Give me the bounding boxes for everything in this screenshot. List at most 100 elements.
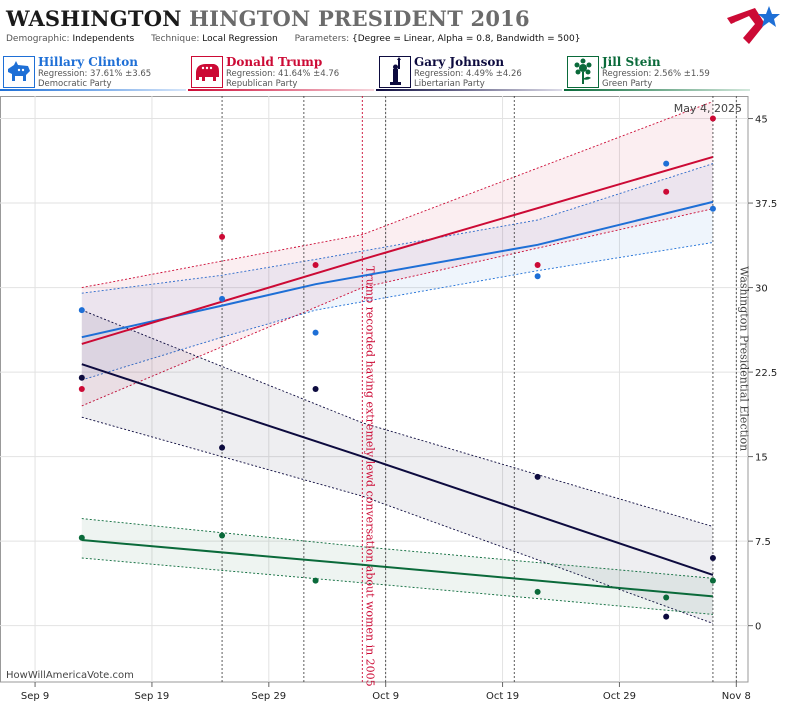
poll-point bbox=[663, 594, 670, 601]
candidate-name: Jill Stein bbox=[602, 55, 661, 69]
candidate-party: Democratic Party bbox=[38, 79, 112, 89]
chart-grid bbox=[0, 96, 749, 683]
title-main: WASHINGTON bbox=[6, 6, 182, 31]
lower-bound-line bbox=[81, 242, 713, 381]
regression-line bbox=[81, 363, 714, 576]
candidate-color-bar bbox=[564, 89, 750, 91]
title-secondary: HINGTON PRESIDENT 2016 bbox=[189, 6, 530, 31]
star-logo-icon[interactable] bbox=[725, 4, 781, 48]
candidate-card-stein[interactable]: Jill Stein Regression: 2.56% ±1.59 Green… bbox=[564, 53, 750, 91]
watermark-text: HowWillAmericaVote.com bbox=[6, 670, 134, 681]
poll-point bbox=[78, 534, 85, 541]
upper-bound-line bbox=[81, 163, 714, 294]
poll-point bbox=[78, 374, 85, 381]
x-tick-label: Oct 29 bbox=[603, 691, 636, 702]
x-tick-label: Sep 19 bbox=[135, 691, 170, 702]
y-tick-label: 0 bbox=[755, 622, 761, 633]
poll-point bbox=[709, 555, 716, 562]
poll-point bbox=[219, 295, 226, 302]
poll-points bbox=[78, 115, 716, 620]
donkey-icon bbox=[3, 56, 35, 88]
y-tick-label: 37.5 bbox=[755, 199, 777, 210]
poll-point bbox=[219, 233, 226, 240]
candidate-card-johnson[interactable]: Gary Johnson Regression: 4.49% ±4.26 Lib… bbox=[376, 53, 562, 91]
poll-point bbox=[219, 444, 226, 451]
x-tick-label: Sep 9 bbox=[21, 691, 49, 702]
poll-point bbox=[312, 577, 319, 584]
regression-lines bbox=[81, 155, 714, 598]
poll-chart: Trump recorded having extremely lewd con… bbox=[0, 96, 789, 704]
confidence-band bbox=[81, 310, 713, 624]
x-tick-label: Nov 8 bbox=[722, 691, 751, 702]
candidate-party: Libertarian Party bbox=[414, 79, 485, 89]
candidate-color-bar bbox=[188, 89, 374, 91]
regression-line bbox=[81, 539, 713, 598]
poll-point bbox=[709, 577, 716, 584]
candidate-legend: Hillary Clinton Regression: 37.61% ±3.65… bbox=[0, 53, 789, 93]
poll-point bbox=[312, 262, 319, 269]
y-tick-label: 22.5 bbox=[755, 368, 777, 379]
y-tick-label: 45 bbox=[755, 115, 768, 126]
candidate-card-trump[interactable]: Donald Trump Regression: 41.64% ±4.76 Re… bbox=[188, 53, 374, 91]
candidate-regression: Regression: 37.61% ±3.65 bbox=[38, 69, 152, 79]
poll-point bbox=[663, 188, 670, 195]
lower-bound-line bbox=[81, 208, 713, 407]
param-key: Parameters: bbox=[294, 34, 350, 44]
sunflower-icon bbox=[567, 56, 599, 88]
liberty-statue-icon bbox=[379, 56, 411, 88]
lower-bound-line bbox=[81, 557, 713, 615]
x-tick-label: Oct 9 bbox=[372, 691, 399, 702]
candidate-regression: Regression: 41.64% ±4.76 bbox=[226, 69, 340, 79]
regression-line bbox=[81, 155, 714, 345]
parameters-line: Demographic: Independents Technique: Loc… bbox=[6, 34, 594, 44]
poll-point bbox=[534, 588, 541, 595]
y-axis-ticks: 0 7.5 15 22.5 30 37.5 45 bbox=[748, 115, 777, 633]
y-tick-label: 30 bbox=[755, 284, 768, 295]
poll-point bbox=[219, 532, 226, 539]
y-tick-label: 15 bbox=[755, 453, 768, 464]
page-title: WASHINGTON HINGTON PRESIDENT 2016 bbox=[6, 6, 530, 31]
candidate-color-bar bbox=[0, 89, 186, 91]
param-value: {Degree = Linear, Alpha = 0.8, Bandwidth… bbox=[352, 34, 581, 44]
elephant-icon bbox=[191, 56, 223, 88]
candidate-regression: Regression: 2.56% ±1.59 bbox=[602, 69, 710, 79]
plot-frame bbox=[0, 96, 749, 683]
upper-bound-line bbox=[81, 518, 713, 579]
candidate-name: Gary Johnson bbox=[414, 55, 505, 69]
confidence-band bbox=[81, 163, 713, 380]
lower-bound-line bbox=[81, 416, 714, 624]
upper-bound-line bbox=[81, 309, 714, 527]
poll-point bbox=[78, 386, 85, 392]
poll-point bbox=[312, 386, 319, 392]
poll-point bbox=[709, 115, 716, 122]
confidence-bands bbox=[81, 101, 714, 624]
poll-point bbox=[663, 613, 670, 620]
candidate-card-clinton[interactable]: Hillary Clinton Regression: 37.61% ±3.65… bbox=[0, 53, 186, 91]
poll-point bbox=[312, 329, 319, 336]
candidate-regression: Regression: 4.49% ±4.26 bbox=[414, 69, 522, 79]
poll-point bbox=[78, 307, 85, 314]
upper-bound-line bbox=[81, 101, 714, 289]
x-tick-label: Oct 19 bbox=[486, 691, 519, 702]
poll-point bbox=[709, 205, 716, 212]
confidence-band bbox=[81, 518, 713, 615]
poll-point bbox=[534, 273, 541, 280]
candidate-name: Donald Trump bbox=[226, 55, 323, 69]
candidate-color-bar bbox=[376, 89, 562, 91]
param-key: Demographic: bbox=[6, 34, 70, 44]
candidate-name: Hillary Clinton bbox=[38, 55, 138, 69]
param-value: Local Regression bbox=[202, 34, 278, 44]
x-axis-ticks: Sep 9 Sep 19 Sep 29 Oct 9 Oct 19 Oct 29 Nov 8 bbox=[21, 682, 751, 702]
header: WASHINGTON HINGTON PRESIDENT 2016 Demogr… bbox=[0, 0, 789, 52]
param-key: Technique: bbox=[151, 34, 200, 44]
x-tick-label: Sep 29 bbox=[251, 691, 286, 702]
y-tick-label: 7.5 bbox=[755, 537, 771, 548]
poll-point bbox=[534, 262, 541, 269]
event-label: Trump recorded having extremely lewd con… bbox=[363, 266, 376, 687]
event-label: Washington Presidential Election bbox=[737, 266, 750, 451]
param-value: Independents bbox=[72, 34, 135, 44]
poll-point bbox=[534, 473, 541, 480]
candidate-party: Republican Party bbox=[226, 79, 298, 89]
candidate-party: Green Party bbox=[602, 79, 653, 89]
poll-point bbox=[663, 160, 670, 167]
